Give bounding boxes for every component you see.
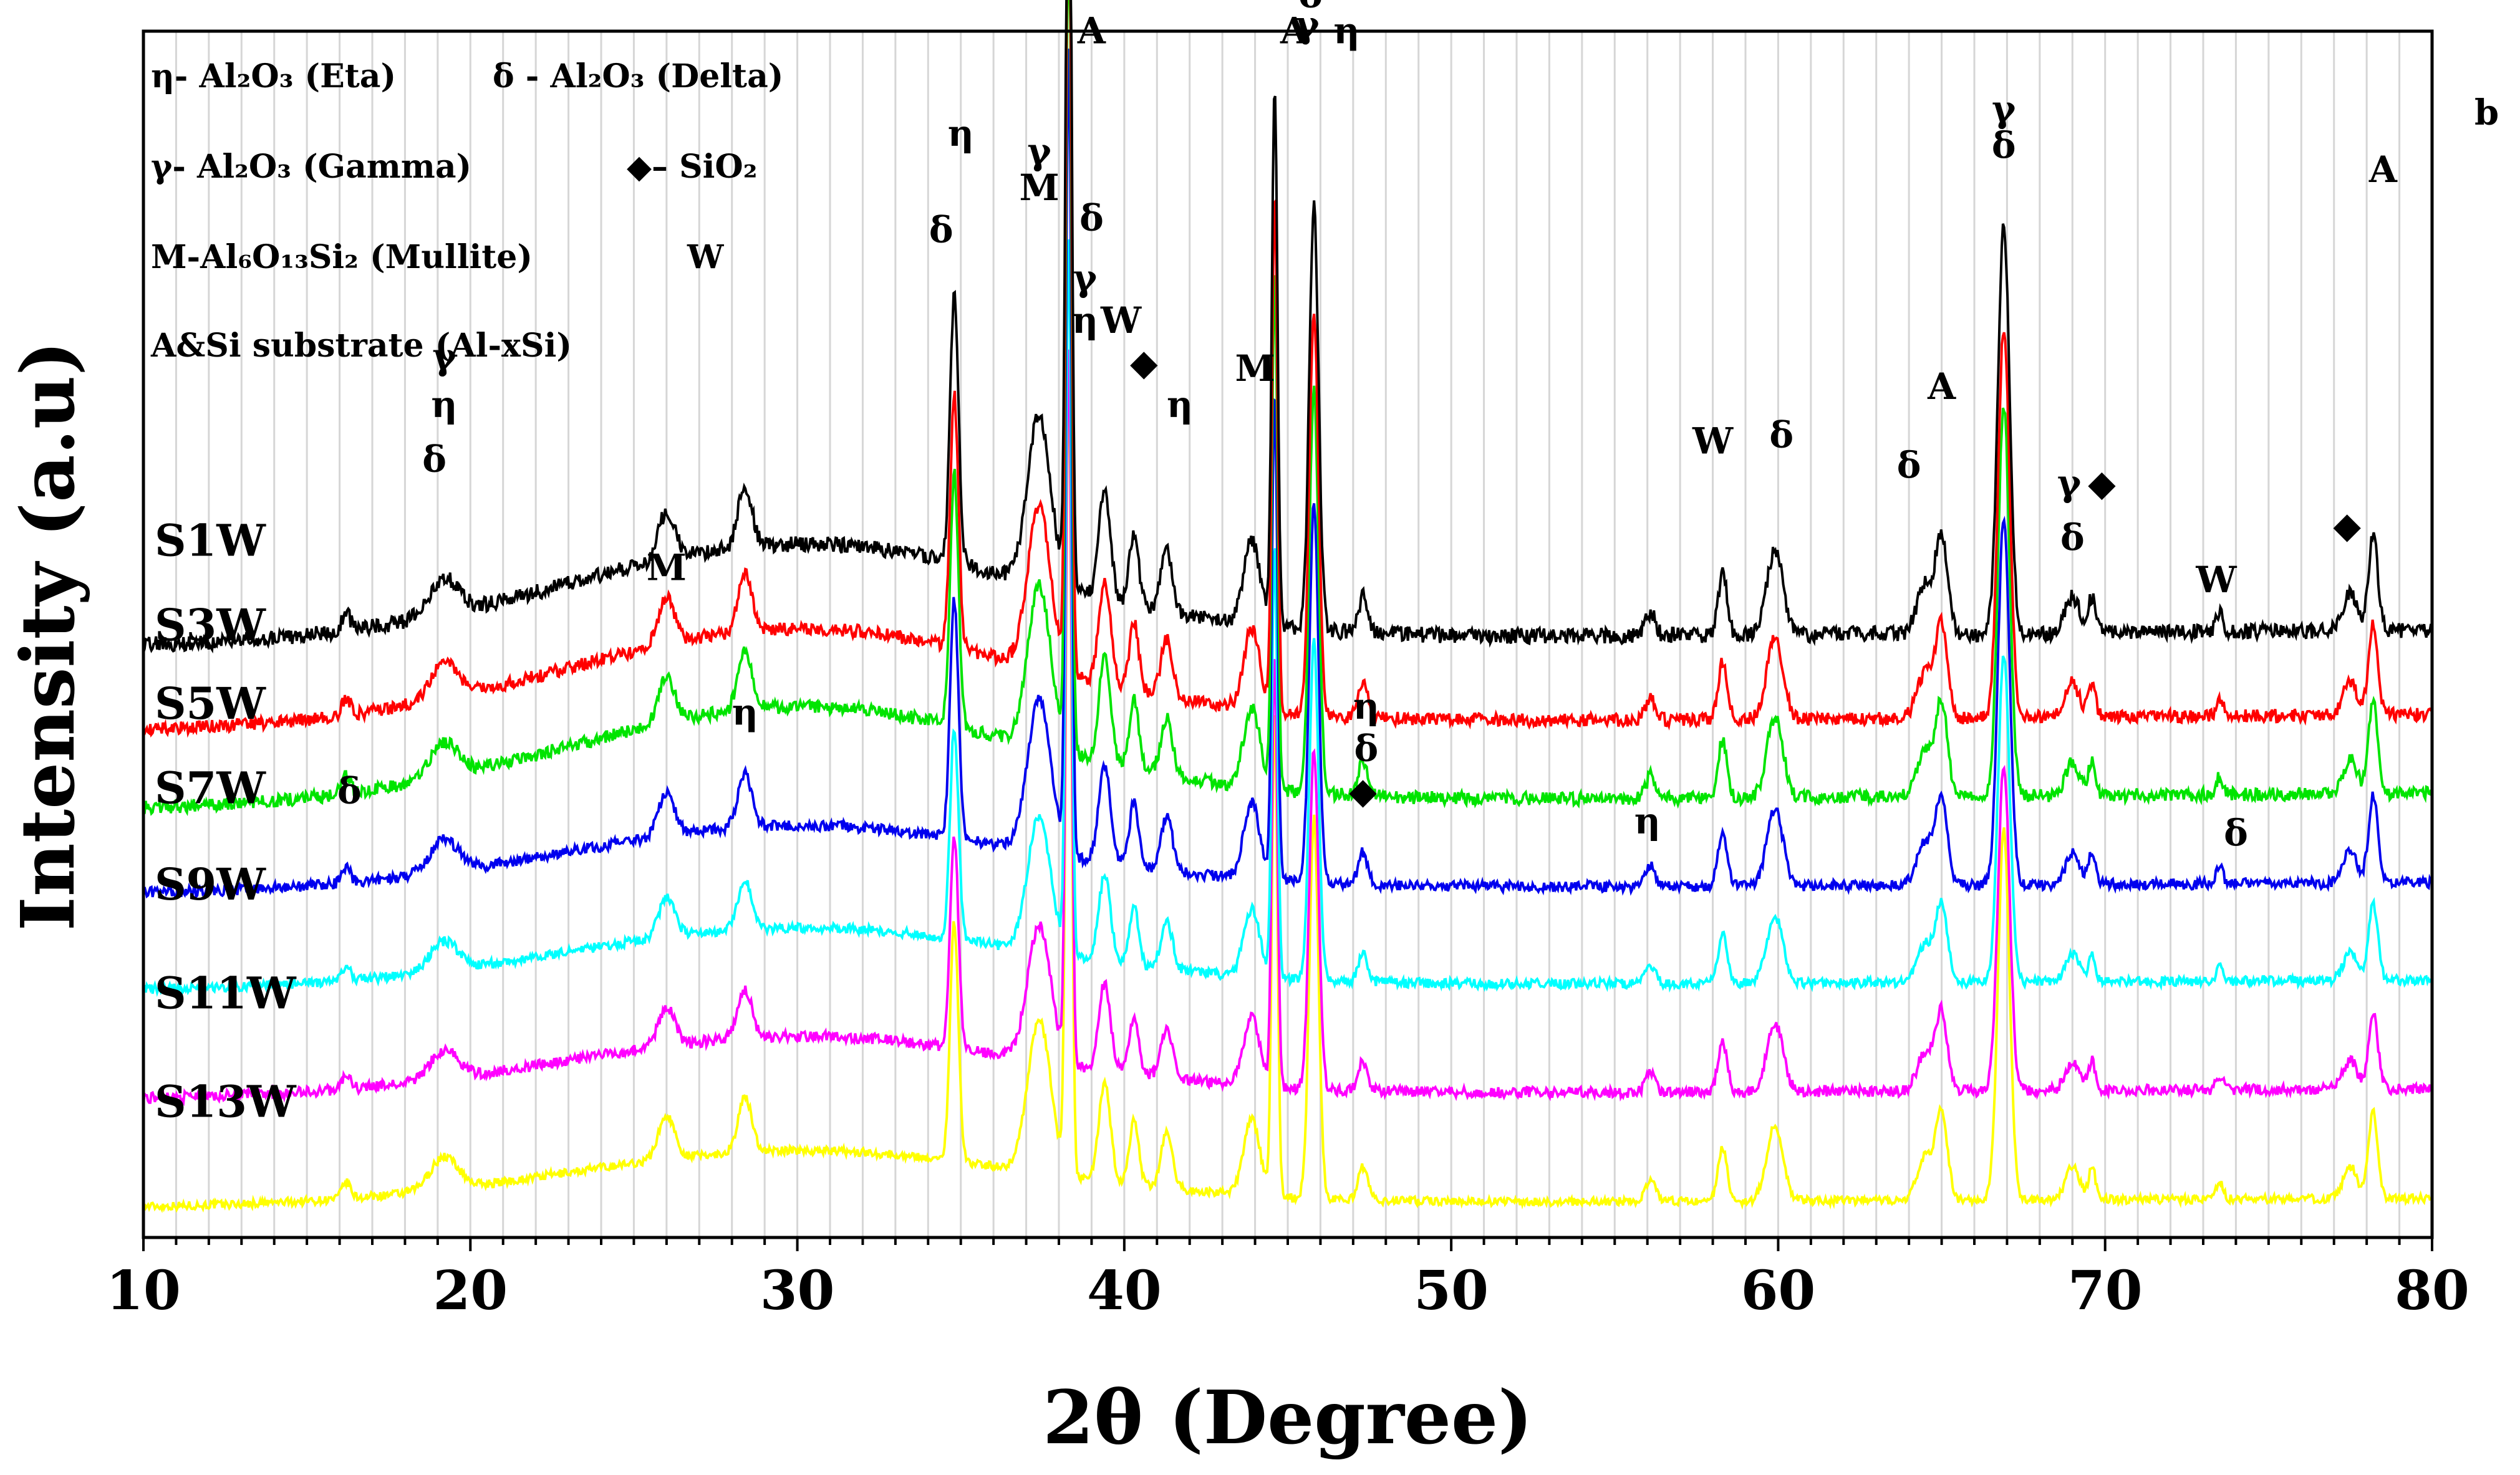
- series-label-s11w: S11W: [155, 967, 297, 1019]
- peak-label: η: [431, 383, 457, 426]
- series-label-s5w: S5W: [155, 678, 266, 729]
- peak-label: ◆: [1130, 341, 1158, 383]
- x-axis-ticks: 10 20 30 40 50 60 70 80: [106, 1237, 2469, 1322]
- x-tick-label: 30: [760, 1259, 835, 1322]
- peak-label: M: [1235, 347, 1275, 390]
- x-tick-label: 10: [106, 1259, 181, 1322]
- series-label-s9w: S9W: [155, 858, 266, 910]
- peak-label: ◆: [1349, 769, 1377, 812]
- series-line-s9w: [142, 239, 2433, 997]
- x-tick-label: 40: [1087, 1259, 1162, 1322]
- x-axis-title: 2θ (Degree): [1043, 1374, 1533, 1461]
- series-label-s1w: S1W: [155, 515, 266, 567]
- legend-gamma: γ- Al₂O₃ (Gamma): [151, 148, 471, 186]
- peak-label: η: [1072, 299, 1098, 342]
- series-label-s3w: S3W: [155, 599, 266, 651]
- peak-label: δ: [1298, 0, 1323, 16]
- peak-label: ◆: [2088, 462, 2116, 504]
- series-line-s7w: [142, 48, 2433, 900]
- peak-label: A: [1927, 365, 1956, 408]
- peak-label: W: [2195, 559, 2237, 601]
- peak-label: η: [948, 112, 974, 155]
- peak-label: γ: [1027, 130, 1051, 173]
- peak-label: W: [1692, 420, 1734, 462]
- legend-delta: δ - Al₂O₃ (Delta): [493, 57, 783, 95]
- peak-label: η: [1167, 383, 1193, 426]
- peak-label: δ: [1992, 124, 2016, 166]
- peak-label: ◆: [2333, 504, 2361, 547]
- peak-label: δ: [2060, 516, 2085, 559]
- legend-mullite: M-Al₆O₁₃Si₂ (Mullite): [151, 238, 533, 276]
- peak-label: δ: [1079, 196, 1104, 239]
- peak-label: A: [2368, 148, 2398, 191]
- legend: η- Al₂O₃ (Eta) δ - Al₂O₃ (Delta) γ- Al₂O…: [150, 57, 783, 365]
- peak-label: γ: [1992, 88, 2016, 130]
- peak-label: γ: [432, 335, 456, 378]
- series-line-s5w: [142, 0, 2433, 817]
- peak-label: δ: [2224, 812, 2248, 854]
- x-tick-label: 50: [1414, 1259, 1489, 1322]
- peak-label: δ: [1354, 728, 1378, 770]
- peak-label: W: [1100, 299, 1142, 342]
- x-tick-label: 70: [2068, 1259, 2143, 1322]
- series-label-s13w: S13W: [155, 1076, 297, 1128]
- series-line-s3w: [142, 0, 2433, 738]
- peak-label: η: [1353, 685, 1379, 728]
- peak-label: δ: [337, 769, 362, 812]
- peak-label: η: [1333, 9, 1359, 52]
- series-line-s11w: [142, 349, 2433, 1107]
- peak-label: M: [1019, 166, 1059, 209]
- legend-eta: η- Al₂O₃ (Eta): [151, 57, 396, 95]
- peak-label: δ: [1897, 444, 1921, 486]
- y-axis-title: Intensity (a.u): [4, 341, 91, 931]
- peak-label: δ: [422, 438, 447, 480]
- legend-w: W: [687, 238, 725, 276]
- series-group: [142, 0, 2433, 1213]
- peak-label: δ: [1769, 414, 1793, 456]
- legend-sio2: ◆– SiO₂: [627, 148, 757, 186]
- x-tick-label: 20: [433, 1259, 508, 1322]
- peak-label: M: [647, 546, 687, 589]
- x-tick-label: 80: [2395, 1259, 2469, 1322]
- peak-label: η: [732, 691, 758, 734]
- peak-label: γ: [1073, 257, 1098, 299]
- series-line-s13w: [142, 369, 2433, 1213]
- peak-label: δ: [929, 209, 953, 251]
- peak-label: A: [1280, 9, 1309, 52]
- peak-label: η: [1634, 800, 1661, 842]
- peak-label: A: [1077, 9, 1106, 52]
- series-label-s7w: S7W: [155, 762, 266, 814]
- panel-label: b: [2474, 92, 2499, 133]
- x-tick-label: 60: [1741, 1259, 1816, 1322]
- series-labels: S1W S3W S5W S7W S9W S11W S13W: [155, 515, 297, 1128]
- peak-label: γ: [2057, 462, 2082, 504]
- series-line-s1w: [142, 0, 2433, 654]
- peak-label: γ: [1295, 4, 1320, 46]
- legend-substrate: A&Si substrate (Al-xSi): [150, 327, 572, 365]
